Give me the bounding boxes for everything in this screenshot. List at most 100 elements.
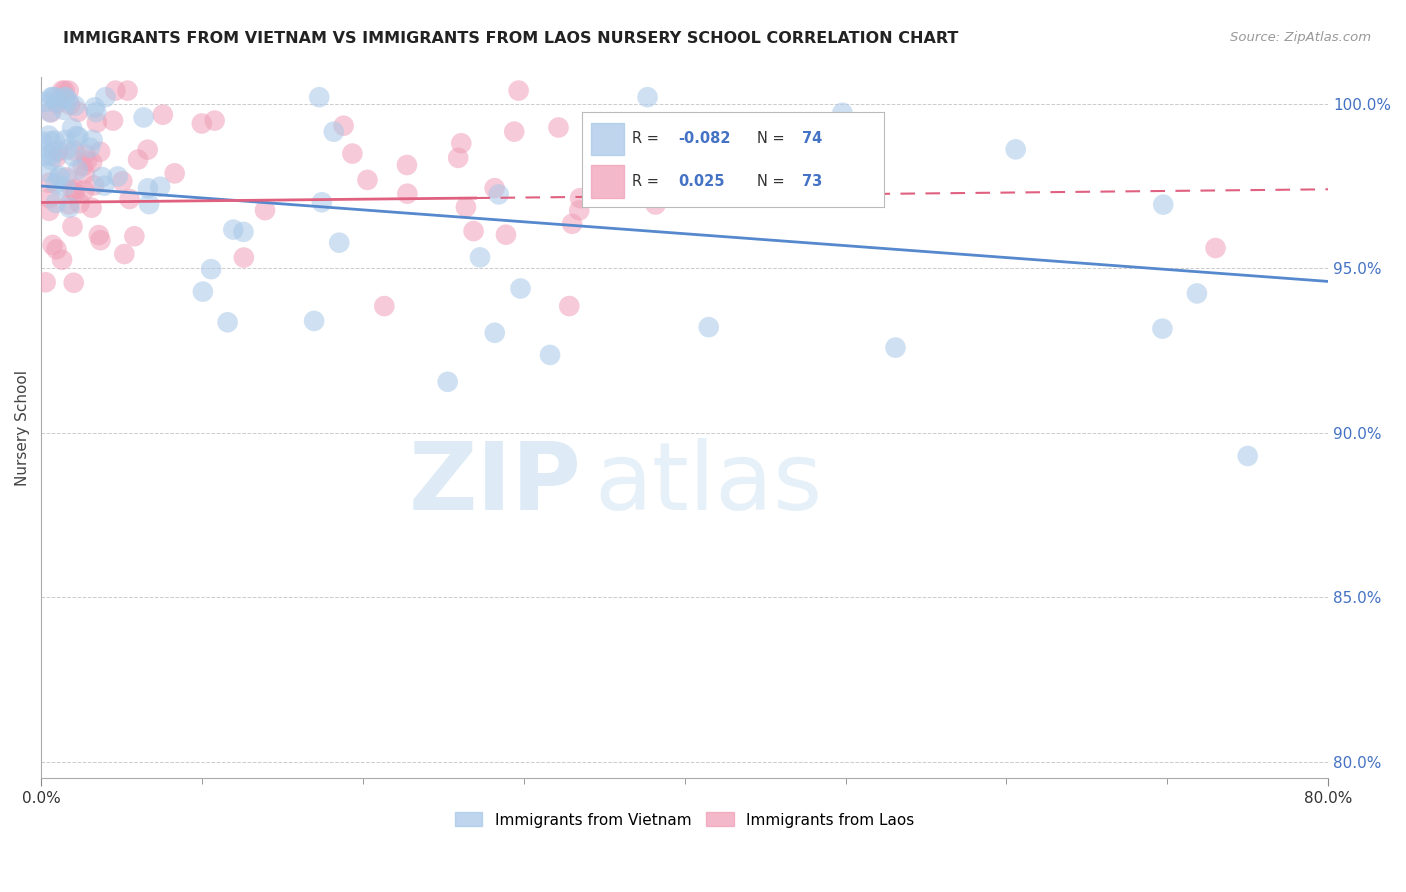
Point — [39, 105, 62, 120]
Point — [302, 314, 325, 328]
Point — [488, 187, 510, 202]
Point — [538, 348, 561, 362]
Point — [484, 181, 506, 195]
Point — [82, 155, 104, 169]
Point — [149, 179, 172, 194]
Point — [644, 197, 666, 211]
Point — [1185, 286, 1208, 301]
Point — [395, 158, 418, 172]
Point — [73, 167, 96, 181]
Point — [51, 84, 73, 98]
Point — [63, 98, 86, 112]
Text: atlas: atlas — [595, 438, 823, 530]
Point — [79, 141, 101, 155]
Point — [94, 90, 117, 104]
Point — [308, 90, 330, 104]
Point — [127, 153, 149, 167]
Point — [191, 116, 214, 130]
Point — [152, 108, 174, 122]
Point — [84, 105, 107, 120]
Point — [204, 113, 226, 128]
Point — [89, 233, 111, 247]
Point — [48, 170, 70, 185]
Point — [83, 178, 105, 193]
Point — [51, 252, 73, 267]
Point — [222, 222, 245, 236]
Point — [342, 146, 364, 161]
Point — [55, 143, 77, 157]
Point — [101, 113, 124, 128]
Point — [53, 179, 76, 194]
Point — [42, 145, 65, 159]
Point — [136, 143, 159, 157]
Point — [450, 136, 472, 151]
Y-axis label: Nursery School: Nursery School — [15, 370, 30, 486]
Point — [637, 90, 659, 104]
Point — [45, 96, 67, 111]
Point — [569, 191, 592, 205]
Point — [52, 103, 75, 117]
Point — [87, 228, 110, 243]
Point — [69, 196, 91, 211]
Point — [72, 159, 94, 173]
Point — [63, 186, 86, 200]
Point — [34, 275, 56, 289]
Point — [73, 183, 96, 197]
Point — [132, 111, 155, 125]
Point — [67, 129, 90, 144]
Point — [76, 153, 98, 168]
Point — [200, 262, 222, 277]
Point — [311, 195, 333, 210]
Point — [322, 125, 344, 139]
Point — [75, 147, 97, 161]
Point — [104, 84, 127, 98]
Point — [463, 224, 485, 238]
Point — [163, 166, 186, 180]
Point — [107, 169, 129, 184]
Point — [35, 165, 58, 179]
Point — [89, 145, 111, 159]
Point — [91, 169, 114, 184]
Point — [66, 162, 89, 177]
Point — [45, 150, 67, 164]
Point — [38, 191, 60, 205]
Point — [1152, 197, 1174, 211]
Point — [436, 375, 458, 389]
Point — [232, 225, 254, 239]
Point — [62, 276, 84, 290]
Point — [39, 134, 62, 148]
Point — [328, 235, 350, 250]
Point — [45, 95, 67, 109]
Point — [83, 100, 105, 114]
Point — [503, 125, 526, 139]
Point — [53, 133, 76, 147]
Point — [495, 227, 517, 242]
Point — [547, 120, 569, 135]
Point — [558, 299, 581, 313]
Point — [34, 149, 56, 163]
Point — [39, 153, 62, 167]
Point — [561, 217, 583, 231]
Point — [53, 84, 76, 98]
Point — [39, 105, 62, 120]
Point — [82, 133, 104, 147]
Text: IMMIGRANTS FROM VIETNAM VS IMMIGRANTS FROM LAOS NURSERY SCHOOL CORRELATION CHART: IMMIGRANTS FROM VIETNAM VS IMMIGRANTS FR… — [63, 31, 959, 46]
Point — [58, 84, 80, 98]
Point — [59, 98, 82, 112]
Point — [1205, 241, 1227, 255]
Point — [60, 120, 83, 135]
Point — [44, 134, 66, 148]
Point — [63, 144, 86, 158]
Point — [58, 197, 80, 211]
Point — [55, 90, 77, 104]
Point — [117, 84, 139, 98]
Point — [38, 203, 60, 218]
Point — [30, 134, 52, 148]
Point — [884, 341, 907, 355]
Point — [509, 281, 531, 295]
Point — [38, 176, 60, 190]
Point — [65, 128, 87, 143]
Point — [118, 192, 141, 206]
Point — [396, 186, 419, 201]
Point — [67, 104, 90, 119]
